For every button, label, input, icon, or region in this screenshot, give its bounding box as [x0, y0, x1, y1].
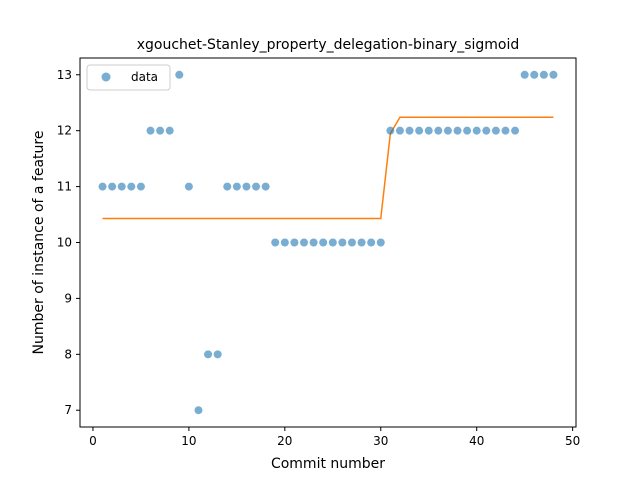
- data-point: [261, 182, 270, 191]
- legend-entry-data: data: [131, 70, 158, 84]
- data-point: [530, 70, 539, 79]
- legend-box: [86, 64, 171, 91]
- y-tick-label: 9: [64, 291, 72, 305]
- data-point: [549, 70, 558, 79]
- x-axis-ticks: 0 10 20 30 40 50: [89, 427, 580, 448]
- x-tick-label: 30: [373, 434, 388, 448]
- y-tick-label: 13: [57, 68, 72, 82]
- data-point: [434, 126, 443, 135]
- data-point: [117, 182, 126, 191]
- data-point: [376, 238, 385, 247]
- data-point: [232, 182, 241, 191]
- data-point: [405, 126, 414, 135]
- data-point: [511, 126, 520, 135]
- y-axis-ticks: 7 8 9 10 11 12 13: [57, 68, 80, 417]
- data-point: [242, 182, 251, 191]
- data-point: [280, 238, 289, 247]
- data-point: [386, 126, 395, 135]
- axes-frame: [79, 57, 577, 428]
- data-point: [443, 126, 452, 135]
- data-point: [175, 70, 184, 79]
- x-axis-label: Commit number: [271, 456, 385, 472]
- data-point: [501, 126, 510, 135]
- data-point: [204, 350, 213, 359]
- y-tick-label: 8: [64, 347, 72, 361]
- y-tick-label: 10: [57, 236, 72, 250]
- data-point: [165, 126, 174, 135]
- data-point: [136, 182, 145, 191]
- x-tick-label: 50: [565, 434, 580, 448]
- data-point: [98, 182, 107, 191]
- data-point: [194, 406, 203, 415]
- data-point: [271, 238, 280, 247]
- data-point: [127, 182, 136, 191]
- data-point: [482, 126, 491, 135]
- y-axis-label: Number of instance of a feature: [31, 131, 47, 355]
- data-point: [213, 350, 222, 359]
- data-point: [300, 238, 309, 247]
- legend: data: [86, 64, 171, 91]
- plot-area: [98, 70, 558, 415]
- x-tick-label: 40: [469, 434, 484, 448]
- data-point: [520, 70, 529, 79]
- data-point: [453, 126, 462, 135]
- data-point: [472, 126, 481, 135]
- data-point: [328, 238, 337, 247]
- y-tick-label: 12: [57, 124, 72, 138]
- data-point: [415, 126, 424, 135]
- data-point: [223, 182, 232, 191]
- y-tick-label: 11: [57, 180, 72, 194]
- x-tick-label: 20: [277, 434, 292, 448]
- y-tick-label: 7: [64, 403, 72, 417]
- data-point: [395, 126, 404, 135]
- data-point: [156, 126, 165, 135]
- data-point: [108, 182, 117, 191]
- x-tick-label: 0: [89, 434, 97, 448]
- x-tick-label: 10: [181, 434, 196, 448]
- data-point: [319, 238, 328, 247]
- data-point: [357, 238, 366, 247]
- data-point: [290, 238, 299, 247]
- data-point: [146, 126, 155, 135]
- chart-title: xgouchet-Stanley_property_delegation-bin…: [137, 37, 520, 53]
- data-point: [184, 182, 193, 191]
- data-point: [491, 126, 500, 135]
- legend-marker: [101, 72, 111, 82]
- data-point: [338, 238, 347, 247]
- data-point: [424, 126, 433, 135]
- data-point: [367, 238, 376, 247]
- data-point: [252, 182, 261, 191]
- data-point: [463, 126, 472, 135]
- data-point: [309, 238, 318, 247]
- data-point: [347, 238, 356, 247]
- data-point: [539, 70, 548, 79]
